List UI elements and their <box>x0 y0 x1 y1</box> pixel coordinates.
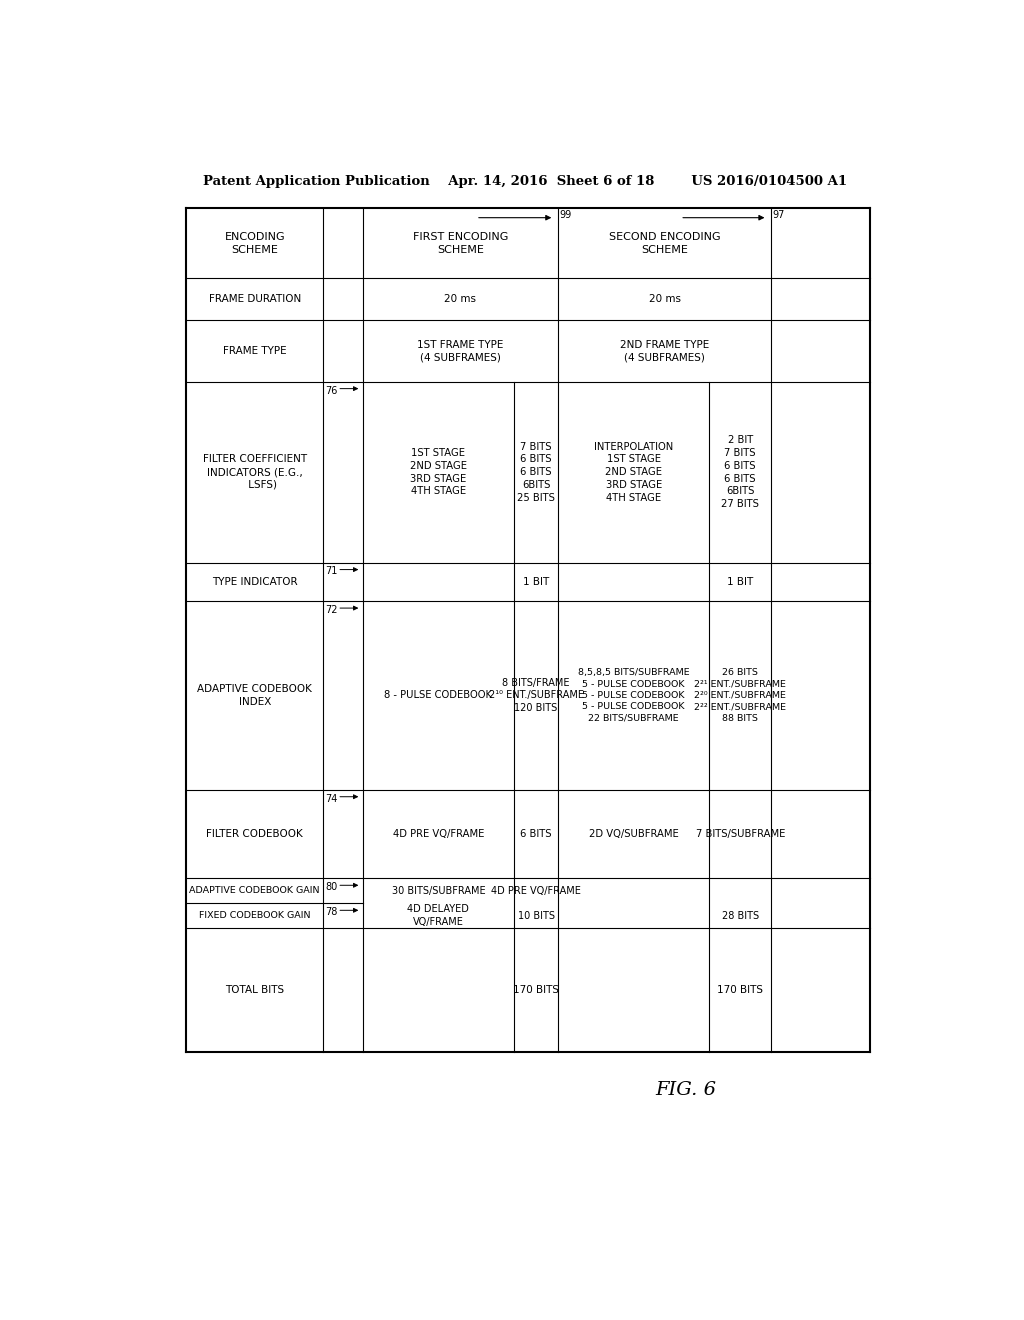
Text: ADAPTIVE CODEBOOK
INDEX: ADAPTIVE CODEBOOK INDEX <box>198 684 312 708</box>
Text: 26 BITS
2²¹ ENT./SUBFRAME
2²⁰ ENT./SUBFRAME
2²² ENT./SUBFRAME
88 BITS: 26 BITS 2²¹ ENT./SUBFRAME 2²⁰ ENT./SUBFR… <box>694 668 786 723</box>
Text: 80: 80 <box>326 882 338 892</box>
Text: 1 BIT: 1 BIT <box>727 577 754 587</box>
Text: FILTER CODEBOOK: FILTER CODEBOOK <box>207 829 303 840</box>
Text: 2 BIT
7 BITS
6 BITS
6 BITS
6BITS
27 BITS: 2 BIT 7 BITS 6 BITS 6 BITS 6BITS 27 BITS <box>721 436 759 510</box>
Text: 8 - PULSE CODEBOOK: 8 - PULSE CODEBOOK <box>384 690 493 701</box>
Text: 1ST FRAME TYPE
(4 SUBFRAMES): 1ST FRAME TYPE (4 SUBFRAMES) <box>418 339 504 362</box>
Text: 71: 71 <box>326 566 338 577</box>
Text: 4D PRE VQ/FRAME: 4D PRE VQ/FRAME <box>392 829 484 840</box>
Text: 170 BITS: 170 BITS <box>513 985 559 995</box>
Text: 7 BITS
6 BITS
6 BITS
6BITS
25 BITS: 7 BITS 6 BITS 6 BITS 6BITS 25 BITS <box>517 442 555 503</box>
Text: FILTER COEFFICIENT
INDICATORS (E.G.,
     LSFS): FILTER COEFFICIENT INDICATORS (E.G., LSF… <box>203 454 307 490</box>
Text: 4D PRE VQ/FRAME: 4D PRE VQ/FRAME <box>492 886 581 896</box>
Text: FIRST ENCODING
SCHEME: FIRST ENCODING SCHEME <box>413 232 508 255</box>
Text: TOTAL BITS: TOTAL BITS <box>225 985 285 995</box>
Text: 78: 78 <box>326 907 338 917</box>
Text: 1 BIT: 1 BIT <box>523 577 549 587</box>
Text: 20 ms: 20 ms <box>648 294 681 304</box>
Text: SECOND ENCODING
SCHEME: SECOND ENCODING SCHEME <box>609 232 721 255</box>
Text: 72: 72 <box>326 605 338 615</box>
Text: 76: 76 <box>326 385 338 396</box>
Text: TYPE INDICATOR: TYPE INDICATOR <box>212 577 298 587</box>
Text: 74: 74 <box>326 793 338 804</box>
Text: 7 BITS/SUBFRAME: 7 BITS/SUBFRAME <box>695 829 785 840</box>
Text: 6 BITS: 6 BITS <box>520 829 552 840</box>
Text: 4D DELAYED
VQ/FRAME: 4D DELAYED VQ/FRAME <box>408 904 469 927</box>
Text: 1ST STAGE
2ND STAGE
3RD STAGE
4TH STAGE: 1ST STAGE 2ND STAGE 3RD STAGE 4TH STAGE <box>410 447 467 496</box>
Text: 2D VQ/SUBFRAME: 2D VQ/SUBFRAME <box>589 829 679 840</box>
Text: 8,5,8,5 BITS/SUBFRAME
5 - PULSE CODEBOOK
5 - PULSE CODEBOOK
5 - PULSE CODEBOOK
2: 8,5,8,5 BITS/SUBFRAME 5 - PULSE CODEBOOK… <box>578 668 689 723</box>
Text: 28 BITS: 28 BITS <box>722 911 759 921</box>
Text: 170 BITS: 170 BITS <box>717 985 763 995</box>
Text: ENCODING
SCHEME: ENCODING SCHEME <box>224 232 285 255</box>
Text: 99: 99 <box>560 210 572 219</box>
Text: 10 BITS: 10 BITS <box>517 911 555 921</box>
Text: FRAME DURATION: FRAME DURATION <box>209 294 301 304</box>
Text: FRAME TYPE: FRAME TYPE <box>223 346 287 356</box>
Text: FIG. 6: FIG. 6 <box>655 1081 717 1100</box>
Text: ADAPTIVE CODEBOOK GAIN: ADAPTIVE CODEBOOK GAIN <box>189 886 319 895</box>
Text: Patent Application Publication    Apr. 14, 2016  Sheet 6 of 18        US 2016/01: Patent Application Publication Apr. 14, … <box>203 176 847 187</box>
Text: 97: 97 <box>773 210 785 219</box>
Text: 20 ms: 20 ms <box>444 294 476 304</box>
Text: 30 BITS/SUBFRAME: 30 BITS/SUBFRAME <box>391 886 485 896</box>
Text: 8 BITS/FRAME
2¹⁰ ENT./SUBFRAME
120 BITS: 8 BITS/FRAME 2¹⁰ ENT./SUBFRAME 120 BITS <box>488 677 584 713</box>
Text: 2ND FRAME TYPE
(4 SUBFRAMES): 2ND FRAME TYPE (4 SUBFRAMES) <box>621 339 710 362</box>
Text: FIXED CODEBOOK GAIN: FIXED CODEBOOK GAIN <box>199 911 310 920</box>
Text: INTERPOLATION
1ST STAGE
2ND STAGE
3RD STAGE
4TH STAGE: INTERPOLATION 1ST STAGE 2ND STAGE 3RD ST… <box>594 442 674 503</box>
